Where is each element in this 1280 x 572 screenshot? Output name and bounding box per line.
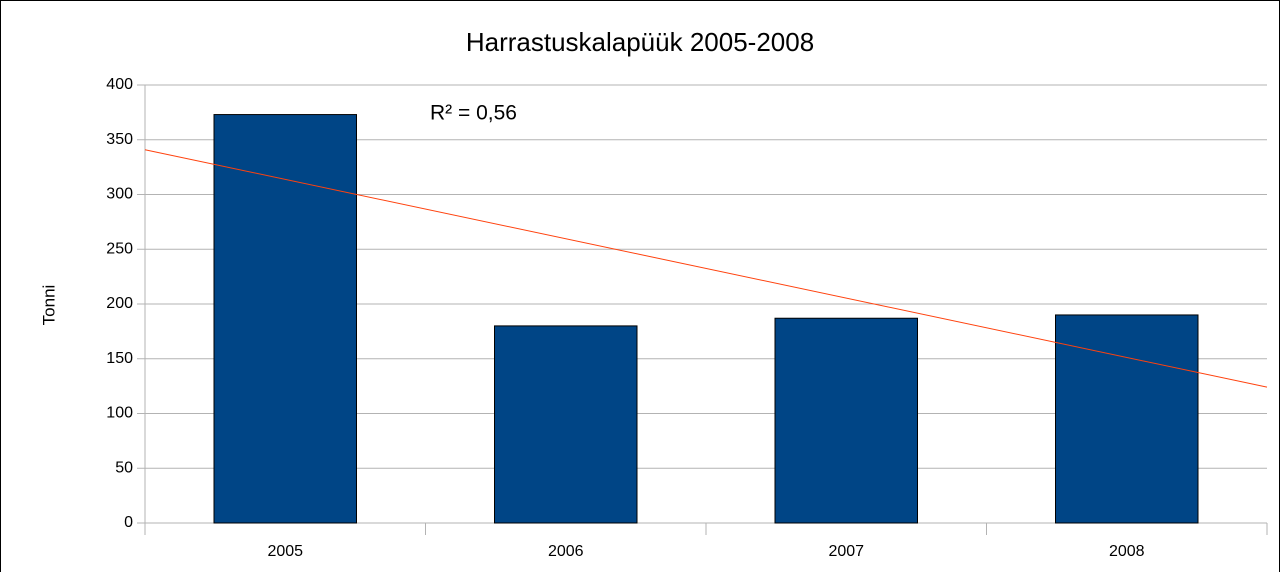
x-tick-label: 2006 — [548, 543, 584, 560]
y-tick-label: 200 — [106, 295, 133, 312]
y-tick-label: 300 — [106, 186, 133, 203]
x-tick-label: 2005 — [267, 543, 303, 560]
trendline — [144, 149, 1268, 388]
annotation: R² = 0,56 — [430, 102, 517, 125]
x-tick-label: 2008 — [1109, 543, 1145, 560]
y-tick-label: 400 — [106, 76, 133, 93]
bar — [1055, 314, 1199, 524]
y-tick-label: 250 — [106, 240, 133, 257]
y-tick-label: 350 — [106, 131, 133, 148]
bar — [494, 325, 638, 524]
chart-title: Harrastuskalapüük 2005-2008 — [466, 27, 814, 57]
x-tick-label: 2007 — [828, 543, 864, 560]
bar — [213, 114, 357, 524]
y-tick-label: 100 — [106, 405, 133, 422]
bar — [774, 317, 918, 524]
y-tick-label: 50 — [115, 459, 133, 476]
y-tick-label: 150 — [106, 350, 133, 367]
y-tick-label: 0 — [124, 514, 133, 531]
y-axis-label: Tonni — [39, 285, 58, 326]
